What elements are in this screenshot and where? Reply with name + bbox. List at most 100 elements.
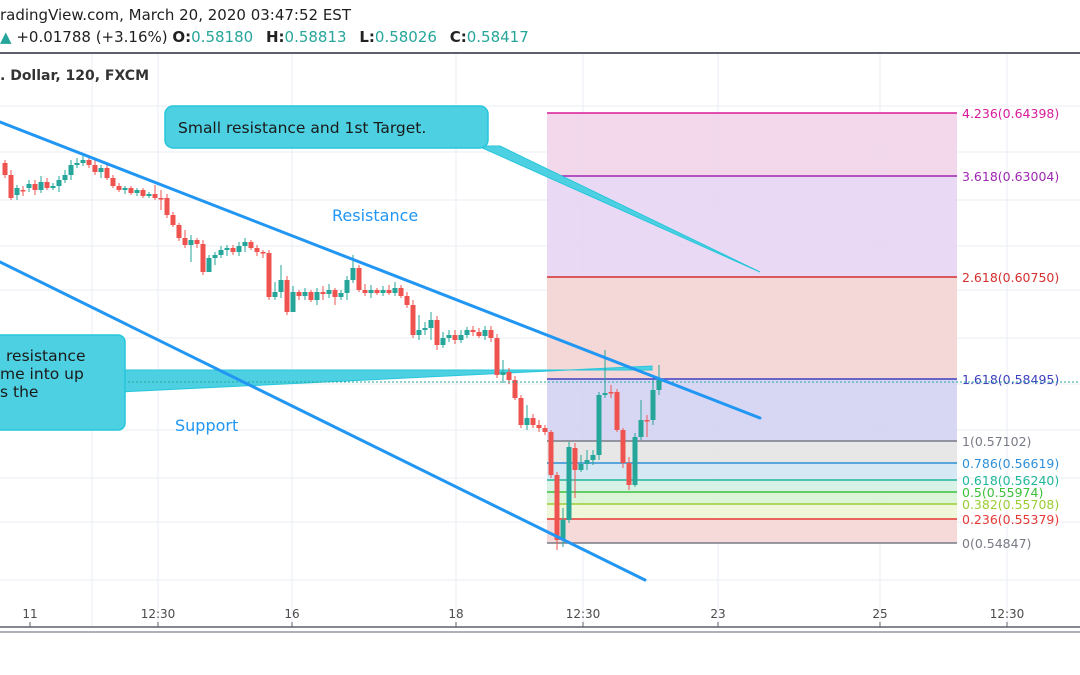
candle-up — [578, 464, 584, 470]
high-value: 0.58813 — [284, 28, 347, 46]
x-tick-label: 12:30 — [990, 607, 1025, 621]
callout-left-text: me into up — [0, 365, 84, 383]
candle-down — [554, 475, 560, 540]
candle-up — [272, 292, 278, 297]
candle-down — [404, 296, 410, 305]
fib-level-label: 0.236(0.55379) — [962, 512, 1059, 527]
candle-up — [242, 242, 248, 246]
candle-up — [566, 447, 572, 520]
candle-down — [8, 175, 14, 198]
candle-up — [380, 290, 386, 293]
candle-down — [488, 330, 494, 338]
candle-up — [212, 255, 218, 258]
candle-up — [302, 292, 308, 296]
source-timestamp: radingView.com, March 20, 2020 03:47:52 … — [0, 6, 351, 24]
candle-down — [230, 248, 236, 252]
candle-up — [428, 320, 434, 328]
candle-down — [110, 178, 116, 186]
candle-down — [398, 288, 404, 296]
candle-down — [170, 215, 176, 225]
candle-up — [38, 182, 44, 190]
candle-down — [614, 392, 620, 430]
candle-up — [56, 180, 62, 186]
fib-zone — [547, 463, 957, 480]
candle-down — [128, 188, 134, 193]
x-tick-label: 16 — [284, 607, 299, 621]
x-tick-label: 23 — [710, 607, 725, 621]
candle-up — [524, 418, 530, 425]
fib-extension[interactable]: 4.236(0.64398) 3.618(0.63004) 2.618(0.6075… — [547, 106, 1059, 551]
resistance-trendline[interactable] — [0, 120, 762, 420]
candle-down — [320, 292, 326, 294]
callout-top-box[interactable] — [164, 105, 489, 149]
candle-up — [326, 290, 332, 294]
candle-down — [452, 335, 458, 340]
callout-left-box[interactable] — [0, 334, 126, 431]
candle-up — [62, 175, 68, 180]
candle-up — [50, 186, 56, 188]
candle-up — [338, 293, 344, 297]
candle-down — [308, 292, 314, 300]
candle-up — [278, 280, 284, 292]
candle-down — [536, 425, 542, 428]
close-value: 0.58417 — [466, 28, 529, 46]
fib-zone — [547, 441, 957, 463]
fib-zone — [547, 176, 957, 277]
fib-level-label: 3.618(0.63004) — [962, 169, 1059, 184]
candle-up — [650, 390, 656, 420]
price-change: +0.01788 (+3.16%) — [16, 28, 168, 46]
x-tick-label: 12:30 — [566, 607, 601, 621]
chart-header: radingView.com, March 20, 2020 03:47:52 … — [0, 0, 1080, 52]
candle-down — [548, 432, 554, 475]
candle-down — [152, 194, 158, 198]
candle-up — [500, 372, 506, 375]
fib-level-label: 0(0.54847) — [962, 536, 1031, 551]
candle-up — [596, 395, 602, 455]
candle-up — [590, 455, 596, 460]
candle-up — [218, 250, 224, 255]
candle-up — [560, 520, 566, 540]
candle-up — [638, 420, 644, 437]
support-trendline[interactable] — [0, 260, 647, 582]
candle-up — [656, 378, 662, 390]
candle-down — [386, 290, 392, 293]
candle-down — [470, 330, 476, 332]
candle-up — [206, 258, 212, 272]
candle-up — [98, 168, 104, 172]
close-key: C: — [449, 28, 467, 46]
candle-up — [632, 437, 638, 485]
fib-zone — [547, 504, 957, 519]
x-tick-label: 25 — [872, 607, 887, 621]
header-divider — [0, 52, 1080, 54]
candle-down — [518, 398, 524, 425]
candlesticks — [2, 155, 662, 550]
candle-up — [368, 290, 374, 293]
candle-up — [14, 188, 20, 195]
low-key: L: — [359, 28, 375, 46]
candle-down — [542, 428, 548, 432]
callout-top-text: Small resistance and 1st Target. — [178, 119, 426, 137]
candle-up — [422, 328, 428, 330]
candle-down — [608, 392, 614, 394]
candle-down — [266, 253, 272, 297]
candle-down — [410, 305, 416, 335]
fib-level-label: 1.618(0.58495) — [962, 372, 1059, 387]
open-key: O: — [172, 28, 192, 46]
fib-level-label: 0.382(0.55708) — [962, 497, 1059, 512]
callout-top-pointer — [477, 145, 761, 273]
candle-down — [164, 198, 170, 215]
candle-up — [146, 194, 152, 196]
candle-up — [464, 330, 470, 335]
candle-up — [188, 240, 194, 245]
candle-down — [626, 463, 632, 485]
candle-down — [356, 268, 362, 290]
x-tick-label: 18 — [448, 607, 463, 621]
fib-level-label: 0.5(0.55974) — [962, 485, 1043, 500]
candle-up — [344, 280, 350, 293]
callout-left-text: s the — [0, 383, 38, 401]
fib-zone — [547, 519, 957, 543]
ohlc-line: ▲ +0.01788 (+3.16%) O:0.58180 H:0.58813 … — [0, 28, 537, 46]
candle-down — [32, 184, 38, 190]
candle-down — [374, 290, 380, 293]
